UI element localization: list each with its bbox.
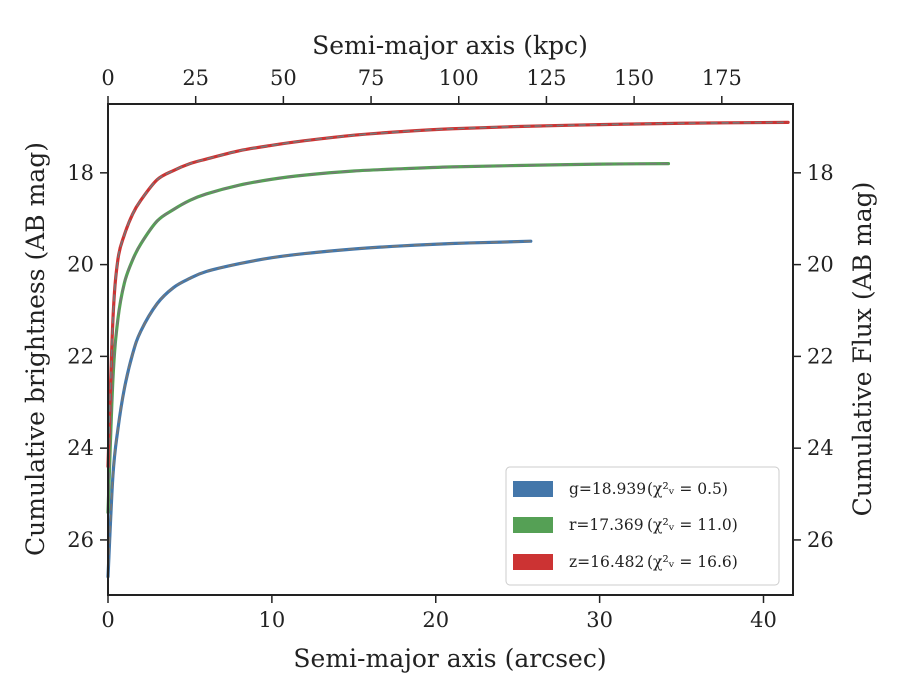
x-axis-label: Semi-major axis (arcsec) [293,644,606,673]
x-tick-label: 40 [750,608,777,632]
y-tick-label: 26 [67,528,94,552]
top-x-tick-label: 25 [182,66,209,90]
right-y-tick-label: 24 [807,436,834,460]
top-x-tick-label: 150 [614,66,654,90]
top-x-axis-label: Semi-major axis (kpc) [312,31,588,60]
right-y-axis-label: Cumulative Flux (AB mag) [848,182,877,517]
plot-frame [107,103,794,596]
right-y-tick-label: 22 [807,344,834,368]
y-tick-label: 20 [67,253,94,277]
legend-swatch-z [513,554,553,570]
top-x-tick-label: 0 [101,66,114,90]
legend-chi2-r: (χ²ᵥ = 11.0) [647,516,738,534]
model-line-z [107,121,789,467]
legend-label-r: r=17.369 [569,516,644,534]
legend-swatch-g [513,481,553,497]
y-axis-label: Cumulative brightness (AB mag) [21,142,50,556]
x-tick-label: 30 [586,608,613,632]
top-x-tick-label: 75 [358,66,385,90]
top-x-tick-label: 175 [702,66,742,90]
right-y-tick-label: 26 [807,528,834,552]
y-tick-label: 22 [67,344,94,368]
model-line-r [107,162,669,513]
right-y-tick-label: 18 [807,161,834,185]
legend-label-z: z=16.482 [569,553,644,571]
top-x-tick-label: 125 [526,66,566,90]
y-tick-label: 24 [67,436,94,460]
top-x-tick-label: 50 [270,66,297,90]
legend-label-g: g=18.939 [569,480,646,498]
series-layer [106,120,790,579]
y-tick-label: 18 [67,161,94,185]
x-tick-label: 10 [259,608,286,632]
right-y-tick-label: 20 [807,253,834,277]
ticks-layer: 0 10 20 30 40 0 25 50 75 100 125 150 175 18 18 20 20 22 22… [67,66,833,632]
legend: g=18.939 (χ²ᵥ = 0.5) r=17.369 (χ²ᵥ = 11.… [505,466,780,586]
top-x-tick-label: 100 [439,66,479,90]
legend-chi2-g: (χ²ᵥ = 0.5) [647,480,728,498]
x-tick-label: 0 [101,608,114,632]
legend-chi2-z: (χ²ᵥ = 16.6) [647,553,738,571]
model-line-g [107,240,531,577]
x-tick-label: 20 [422,608,449,632]
legend-swatch-r [513,517,553,533]
legend-frame [505,466,780,586]
